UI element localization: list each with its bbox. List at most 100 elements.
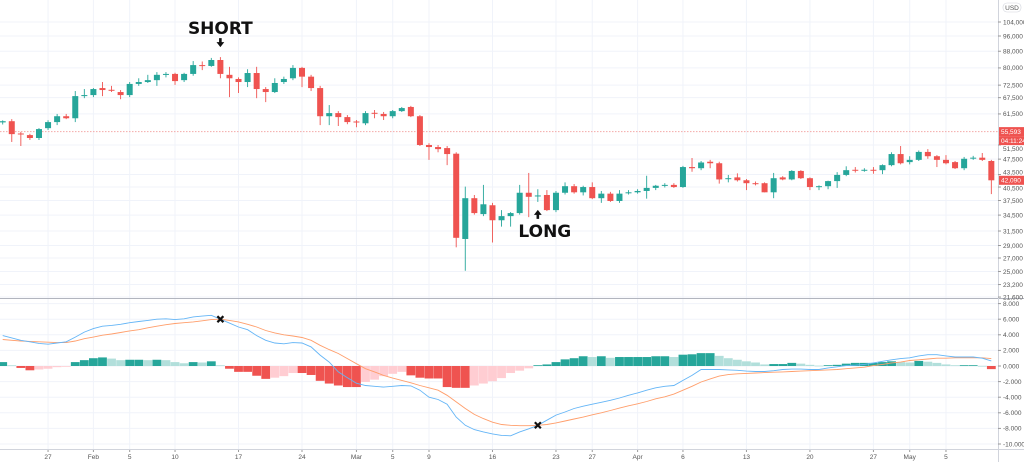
candle-body <box>933 156 940 160</box>
candle <box>852 167 859 173</box>
candle <box>425 143 432 160</box>
candle <box>353 120 360 128</box>
price-tick-label: 40,500 <box>1003 186 1023 193</box>
histogram-bar <box>787 362 797 366</box>
candle-body <box>507 213 514 217</box>
countdown-label-text: 04:11:24 <box>1001 138 1024 145</box>
histogram-bar <box>243 366 252 372</box>
histogram-bar <box>578 356 588 366</box>
histogram-bar <box>89 358 98 366</box>
countdown-label-bg <box>999 136 1024 146</box>
candle-body <box>380 113 387 117</box>
grid <box>0 0 998 449</box>
histogram-bar <box>506 366 516 374</box>
candle <box>643 175 650 199</box>
macd-histogram <box>0 353 996 388</box>
candle-body <box>897 154 904 164</box>
candle-body <box>779 177 786 180</box>
candle-body <box>289 67 296 79</box>
histogram-bar <box>170 362 180 366</box>
candle <box>743 179 750 191</box>
histogram-bar <box>723 358 733 366</box>
time-tick-label: 10 <box>171 454 179 461</box>
histogram-bar <box>524 366 534 369</box>
candle <box>162 72 169 78</box>
candle <box>271 78 278 94</box>
histogram-bar <box>497 366 506 379</box>
candle <box>507 212 514 227</box>
candle <box>498 210 505 227</box>
candle-body <box>489 205 496 221</box>
candle <box>698 160 705 171</box>
candle <box>652 184 659 191</box>
candle <box>280 76 287 84</box>
time-axis[interactable]: 27 Feb 5 10 17 24 Mar 5 9 16 23 27 Apr 6 13 20 27 May 5 <box>44 450 948 461</box>
price-axis[interactable]: 104,000 96,000 88,000 80,000 72,500 67,500 61,… <box>998 19 1024 301</box>
candle-body <box>398 108 405 112</box>
candle <box>933 155 940 168</box>
price-tick-label: 72,500 <box>1003 82 1023 89</box>
candle <box>861 168 868 172</box>
time-tick-label: May <box>904 454 917 461</box>
macd-tick-label: -6.000 <box>1003 410 1022 417</box>
candle-body <box>17 133 24 135</box>
candle <box>734 173 741 182</box>
candle <box>153 72 160 86</box>
candle <box>344 115 351 125</box>
candle <box>942 155 949 165</box>
histogram-bar <box>959 365 969 367</box>
time-tick-label: Apr <box>633 454 644 461</box>
candle-body <box>562 186 569 193</box>
candle <box>72 91 79 123</box>
time-tick-label: 24 <box>298 454 306 461</box>
histogram-bar <box>215 365 225 367</box>
candle-body <box>335 113 342 118</box>
candle-body <box>816 186 822 188</box>
crossover-x-icon <box>216 315 225 323</box>
histogram-bar <box>261 366 271 379</box>
crossover-x-icon <box>534 421 542 430</box>
histogram-bar <box>778 364 788 366</box>
candle <box>435 144 442 153</box>
macd-axis[interactable]: 8.000 6.000 4.000 2.000 0.000 -2.000 -4.000 -6.… <box>998 301 1024 448</box>
histogram-bar <box>742 361 751 366</box>
histogram-bar <box>832 364 842 366</box>
histogram-bar <box>424 366 434 379</box>
histogram-bar <box>388 366 398 374</box>
candle-body <box>698 162 705 169</box>
histogram-bar <box>333 366 343 386</box>
price-tick-label: 25,000 <box>1003 269 1023 276</box>
candle <box>253 66 260 99</box>
currency-label[interactable]: USD <box>1002 2 1022 13</box>
histogram-bar <box>143 360 153 366</box>
arrow-up-icon <box>533 209 542 219</box>
candle <box>689 158 696 172</box>
candle <box>81 89 88 99</box>
candle-body <box>571 186 578 193</box>
candle <box>825 180 832 190</box>
time-tick-label: 27 <box>870 454 878 461</box>
histogram-bar <box>542 364 552 366</box>
candle <box>35 128 42 140</box>
candle-body <box>589 187 596 199</box>
candle <box>199 61 206 71</box>
candle-body <box>825 181 832 187</box>
candle <box>326 105 333 126</box>
candle <box>416 115 423 147</box>
candle-body <box>389 111 396 117</box>
candle-body <box>326 113 333 117</box>
candle <box>335 111 342 127</box>
candle-body <box>262 89 269 93</box>
candle-body <box>407 106 414 117</box>
histogram-bar <box>397 366 407 372</box>
candle <box>661 183 668 188</box>
candle-body <box>598 193 605 199</box>
candle <box>571 184 578 194</box>
histogram-bar <box>769 364 779 366</box>
candle <box>371 109 378 119</box>
candle-body <box>362 113 369 124</box>
histogram-bar <box>605 357 615 366</box>
candle-body <box>797 170 804 179</box>
histogram-bar <box>805 364 815 366</box>
